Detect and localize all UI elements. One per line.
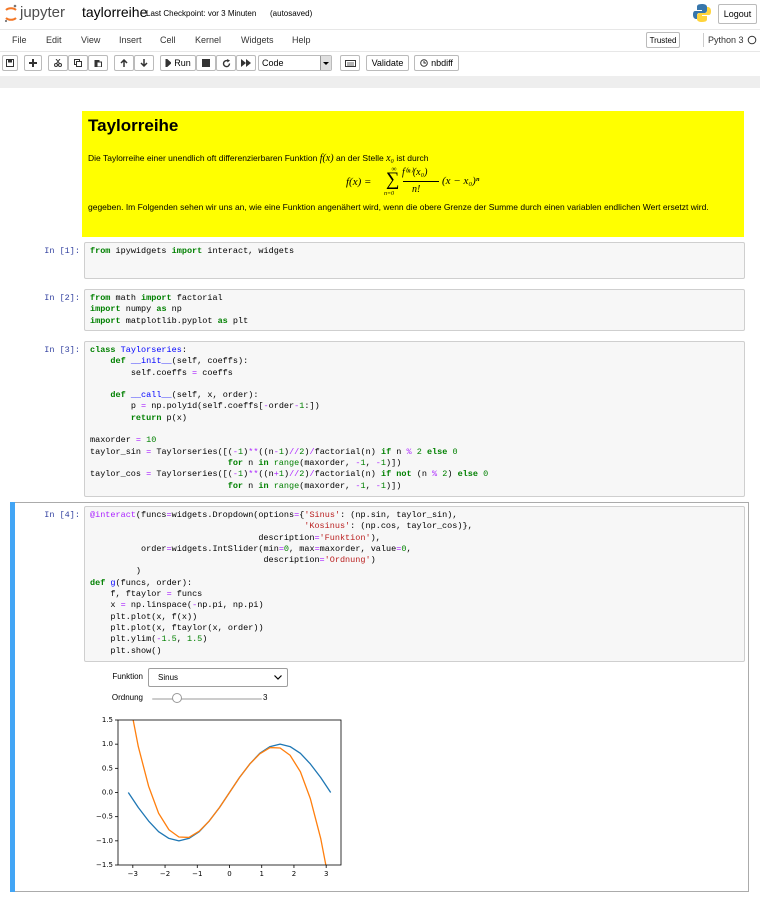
menu-item[interactable]: File xyxy=(12,35,27,45)
nbdiff-button[interactable]: nbdiff xyxy=(414,55,459,71)
command-palette-button[interactable] xyxy=(340,55,360,71)
markdown-title: Taylorreihe xyxy=(88,116,179,135)
stop-button[interactable] xyxy=(196,55,216,71)
x-tick-label: −2 xyxy=(160,870,170,878)
restart-button[interactable] xyxy=(216,55,236,71)
cell-type-value: Code xyxy=(262,58,284,68)
y-tick-label: 0.5 xyxy=(102,764,113,772)
markdown-intro: Die Taylorreihe einer unendlich oft diff… xyxy=(88,153,429,164)
input-prompt: In [2]: xyxy=(44,293,80,303)
code-source: @interact(funcs=widgets.Dropdown(options… xyxy=(90,510,473,656)
fraction-bar xyxy=(403,181,439,182)
code-cell[interactable]: from math import factorial import numpy … xyxy=(84,289,745,331)
sum-bottom: n=0 xyxy=(384,191,395,197)
y-tick-label: 1.5 xyxy=(102,716,113,724)
input-prompt: In [3]: xyxy=(44,345,80,355)
dropdown-label: Funktion xyxy=(112,672,143,681)
kernel-name: Python 3 xyxy=(708,35,744,45)
code-cell[interactable]: from ipywidgets import interact, widgets xyxy=(84,242,745,279)
selected-marker xyxy=(10,502,15,892)
save-button[interactable] xyxy=(2,55,18,71)
fraction-denominator: n! xyxy=(412,184,421,195)
slider-value: 3 xyxy=(263,693,268,702)
markdown-outro: gegeben. Im Folgenden sehen wir uns an, … xyxy=(88,202,709,212)
cell-type-select[interactable]: Code xyxy=(258,55,332,71)
input-prompt: In [1]: xyxy=(44,246,80,256)
plot-area xyxy=(127,720,332,865)
sum-sign: ∑ xyxy=(386,169,400,190)
jupyter-logo-icon xyxy=(4,4,17,23)
copy-button[interactable] xyxy=(68,55,88,71)
x-tick-label: −1 xyxy=(192,870,202,878)
menu-item[interactable]: Help xyxy=(292,35,311,45)
separator xyxy=(703,33,704,47)
logout-button[interactable]: Logout xyxy=(718,4,757,24)
intro-text: ist durch xyxy=(396,153,429,163)
run-label: Run xyxy=(174,58,191,68)
formula-term: (x − x₀)ⁿ xyxy=(442,175,480,187)
code-source: from math import factorial import numpy … xyxy=(90,293,249,326)
code-source: from ipywidgets import interact, widgets xyxy=(90,246,295,256)
notebook-name[interactable]: taylorreihe xyxy=(82,4,148,20)
math-inline: f(x) xyxy=(319,153,334,164)
code-cell[interactable]: class Taylorseries: def __init__(self, c… xyxy=(84,341,745,497)
run-button[interactable]: Run xyxy=(160,55,196,71)
y-tick-label: 0.0 xyxy=(102,789,113,797)
function-dropdown[interactable]: Sinus xyxy=(148,668,288,687)
toolbar: Run Code Validate nbdiff xyxy=(0,52,760,75)
paste-button[interactable] xyxy=(88,55,108,71)
axes-frame xyxy=(117,719,342,866)
formula-lhs: f(x) = xyxy=(346,176,372,188)
add-cell-button[interactable] xyxy=(24,55,42,71)
x-tick-label: 0 xyxy=(227,870,231,878)
code-source: class Taylorseries: def __init__(self, c… xyxy=(90,345,489,491)
menu-bar: File Edit View Insert Cell Kernel Widgets Help xyxy=(0,30,760,52)
kernel-status xyxy=(747,35,757,45)
y-tick-label: −1.5 xyxy=(96,861,113,869)
markdown-cell[interactable]: Taylorreihe Die Taylorreihe einer unendl… xyxy=(82,111,744,237)
nbdiff-label: nbdiff xyxy=(431,58,453,68)
series-line xyxy=(132,720,327,865)
menu-item[interactable]: Cell xyxy=(160,35,176,45)
cut-button[interactable] xyxy=(48,55,68,71)
move-up-button[interactable] xyxy=(114,55,134,71)
fraction-numerator: f⁽ⁿ⁾(x₀) xyxy=(402,167,428,178)
intro-text: Die Taylorreihe einer unendlich oft diff… xyxy=(88,153,318,163)
move-down-button[interactable] xyxy=(134,55,154,71)
intro-text: an der Stelle xyxy=(335,153,384,163)
restart-run-all-button[interactable] xyxy=(236,55,256,71)
dropdown-value: Sinus xyxy=(158,673,179,682)
plot: −1.5 −1.0 −0.5 0.0 0.5 1.0 1.5 −3 −2 −1 0 1 2 3 xyxy=(96,716,342,878)
x-tick-label: 2 xyxy=(292,870,296,878)
math-inline: x₀ xyxy=(386,153,394,164)
menu-item[interactable]: Widgets xyxy=(241,35,274,45)
validate-button[interactable]: Validate xyxy=(366,55,409,71)
menu-item[interactable]: Insert xyxy=(119,35,142,45)
sum-top: ∞ xyxy=(391,165,397,173)
header: jupyter taylorreihe Last Checkpoint: vor… xyxy=(0,0,760,30)
input-prompt: In [4]: xyxy=(44,510,80,520)
slider-label: Ordnung xyxy=(111,693,143,702)
x-tick-label: −3 xyxy=(128,870,138,878)
menu-item[interactable]: Kernel xyxy=(195,35,222,45)
menu-item[interactable]: View xyxy=(81,35,101,45)
y-tick-label: 1.0 xyxy=(102,740,113,748)
slider-track xyxy=(152,698,262,700)
code-cell[interactable]: @interact(funcs=widgets.Dropdown(options… xyxy=(84,506,745,662)
y-tick-label: −0.5 xyxy=(96,813,113,821)
menu-item[interactable]: Edit xyxy=(46,35,62,45)
y-tick-label: −1.0 xyxy=(96,837,113,845)
formula: f(x) = ∞ ∑ n=0 f⁽ⁿ⁾(x₀) n! (x − x₀)ⁿ xyxy=(346,165,486,201)
autosave: (autosaved) xyxy=(270,9,313,18)
trusted-indicator[interactable]: Trusted xyxy=(646,32,680,48)
logo-text: jupyter xyxy=(20,4,66,21)
python-logo xyxy=(693,4,711,22)
x-tick-label: 1 xyxy=(259,870,263,878)
x-tick-label: 3 xyxy=(324,870,328,878)
select-arrow xyxy=(320,56,331,70)
checkpoint: Last Checkpoint: vor 3 Minuten xyxy=(146,9,257,18)
notebook-gap xyxy=(0,76,760,88)
slider-handle[interactable] xyxy=(172,693,182,703)
